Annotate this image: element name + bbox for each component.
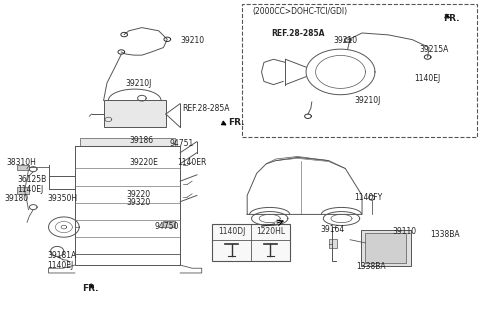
- Bar: [212, 224, 290, 261]
- Bar: [17, 188, 29, 194]
- Text: FR.: FR.: [444, 14, 460, 23]
- Text: FR.: FR.: [228, 118, 244, 127]
- Text: 39180: 39180: [4, 194, 29, 203]
- Text: 1140ER: 1140ER: [177, 158, 206, 167]
- Text: 94750: 94750: [155, 222, 179, 231]
- Bar: [163, 221, 175, 227]
- Text: 39320: 39320: [126, 198, 150, 207]
- Text: 1140EJ: 1140EJ: [415, 74, 441, 83]
- Bar: [360, 230, 411, 266]
- Text: (2000CC>DOHC-TCI/GDI): (2000CC>DOHC-TCI/GDI): [252, 7, 347, 16]
- Bar: [80, 138, 175, 146]
- Text: 39210J: 39210J: [125, 79, 152, 87]
- Text: 39186: 39186: [129, 136, 153, 145]
- Text: 38310H: 38310H: [6, 158, 36, 167]
- Bar: [17, 165, 29, 170]
- Bar: [242, 4, 477, 137]
- Text: 39350H: 39350H: [48, 194, 78, 203]
- Text: 39210: 39210: [180, 36, 204, 45]
- Text: 39210: 39210: [333, 36, 358, 45]
- Text: 39210J: 39210J: [355, 96, 381, 105]
- Text: 94751: 94751: [169, 139, 193, 148]
- Text: 1140FY: 1140FY: [354, 193, 382, 202]
- Bar: [328, 239, 337, 248]
- Text: 1338BA: 1338BA: [431, 230, 460, 239]
- Text: 39110: 39110: [392, 227, 416, 236]
- Text: 1140DJ: 1140DJ: [218, 227, 245, 237]
- Text: 39181A: 39181A: [48, 251, 77, 260]
- Text: REF.28-285A: REF.28-285A: [182, 104, 230, 113]
- Text: 36125B: 36125B: [17, 175, 47, 184]
- Bar: [104, 100, 166, 127]
- Text: 1140EJ: 1140EJ: [17, 184, 44, 194]
- Text: 39215A: 39215A: [420, 45, 449, 54]
- Text: 39164: 39164: [321, 225, 345, 234]
- Text: FR.: FR.: [82, 284, 98, 293]
- Text: 39220: 39220: [126, 190, 150, 199]
- Text: 1140EJ: 1140EJ: [48, 260, 74, 270]
- Text: 1220HL: 1220HL: [256, 227, 285, 237]
- Bar: [75, 146, 180, 265]
- Text: 1338BA: 1338BA: [356, 261, 385, 271]
- Text: 39220E: 39220E: [129, 158, 158, 167]
- Text: REF.28-285A: REF.28-285A: [271, 30, 324, 38]
- Bar: [365, 233, 406, 263]
